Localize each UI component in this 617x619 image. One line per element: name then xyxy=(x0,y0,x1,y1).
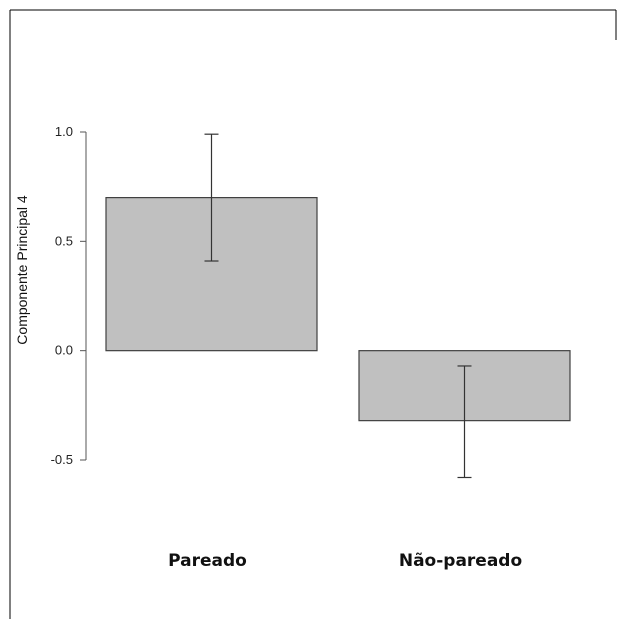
y-axis-title: Componente Principal 4 xyxy=(14,195,30,345)
error-bars-group xyxy=(204,133,472,479)
y-tick-label-0: -0.5 xyxy=(51,452,73,467)
bars-group xyxy=(105,197,571,422)
y-tick-label-2: 0.5 xyxy=(55,233,73,248)
y-tick-label-3: 1.0 xyxy=(55,124,73,139)
y-axis: -0.5 0.0 0.5 1.0 xyxy=(51,124,87,467)
category-label-1: Não-pareado xyxy=(399,551,522,571)
y-tick-label-1: 0.0 xyxy=(55,343,73,358)
category-label-0: Pareado xyxy=(168,551,247,571)
category-labels-group: Pareado Não-pareado xyxy=(168,551,522,571)
